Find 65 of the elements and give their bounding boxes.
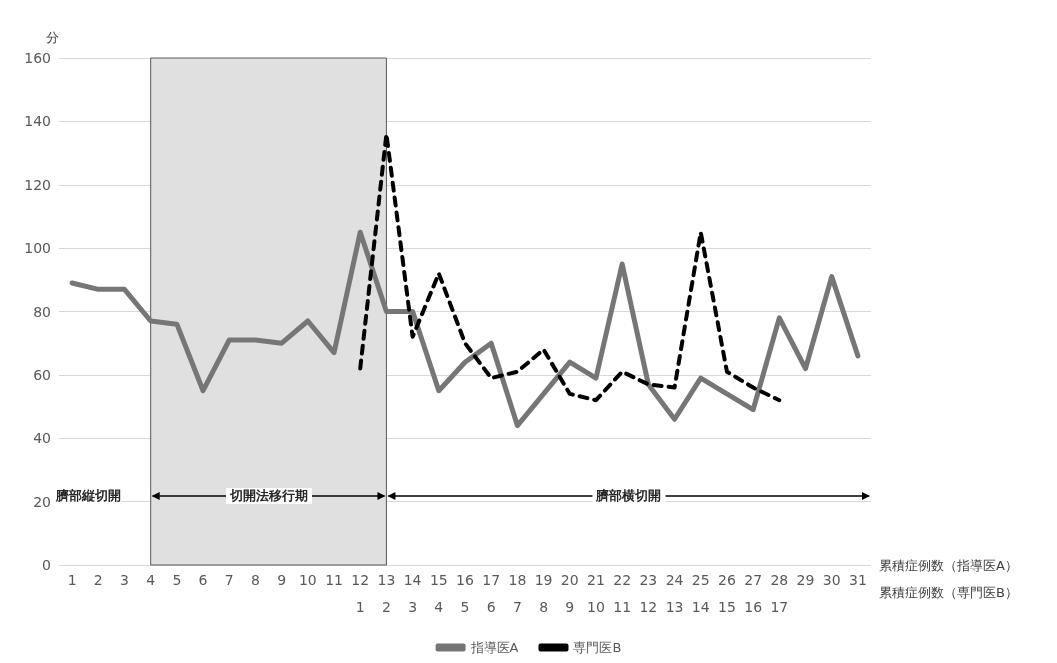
- annotation: 臍部縦切開: [56, 488, 121, 504]
- x-tick-label: 12: [351, 572, 370, 588]
- x2-tick-label: 16: [744, 599, 763, 615]
- x2-tick-label: 5: [460, 599, 470, 615]
- x2-tick-label: 2: [381, 599, 391, 615]
- x-tick-label: 7: [224, 572, 234, 588]
- x2-tick-label: 6: [486, 599, 496, 615]
- x2-tick-label: 13: [665, 599, 684, 615]
- x2-tick-label: 12: [639, 599, 658, 615]
- annotation: 切開法移行期: [225, 488, 312, 504]
- x2-tick-label: 9: [565, 599, 575, 615]
- x2-tick-label: 7: [512, 599, 522, 615]
- x-tick-label: 8: [250, 572, 260, 588]
- y-tick-label: 140: [24, 113, 51, 130]
- x2-axis-title: 累積症例数（専門医B）: [879, 584, 1018, 600]
- x-tick-label: 31: [848, 572, 867, 588]
- x2-tick-label: 15: [718, 599, 736, 615]
- x-tick-label: 4: [146, 572, 156, 588]
- y-tick-label: 60: [33, 366, 51, 383]
- x-tick-label: 17: [482, 572, 501, 588]
- x-tick-label: 22: [613, 572, 632, 588]
- x-tick-label: 11: [325, 572, 343, 588]
- x2-tick-label: 8: [539, 599, 549, 615]
- x2-tick-label: 1: [355, 599, 365, 615]
- legend-label: 指導医A: [469, 640, 519, 655]
- x-tick-label: 6: [198, 572, 208, 588]
- x-tick-label: 27: [744, 572, 763, 588]
- x-tick-label: 20: [560, 572, 579, 588]
- y-tick-label: 100: [24, 240, 51, 257]
- y-tick-label: 120: [24, 176, 51, 193]
- x-tick-label: 26: [718, 572, 736, 588]
- x-tick-label: 16: [456, 572, 474, 588]
- x2-tick-label: 4: [434, 599, 444, 615]
- x-tick-label: 30: [822, 572, 841, 588]
- x2-tick-label: 3: [408, 599, 418, 615]
- y-tick-label: 160: [24, 50, 51, 66]
- x-tick-label: 21: [587, 572, 605, 588]
- x-axis-title: 累積症例数（指導医A）: [879, 557, 1018, 573]
- x-tick-label: 14: [403, 572, 422, 588]
- y-tick-label: 80: [33, 303, 51, 320]
- y-tick-label: 20: [33, 493, 51, 510]
- x-tick-label: 15: [429, 572, 448, 588]
- x-tick-label: 13: [377, 572, 396, 588]
- x-tick-label: 5: [172, 572, 182, 588]
- x-tick-label: 10: [298, 572, 317, 588]
- x2-tick-label: 10: [587, 599, 605, 615]
- x-tick-label: 24: [665, 572, 684, 588]
- x-tick-label: 28: [770, 572, 789, 588]
- x-tick-label: 18: [508, 572, 527, 588]
- x-tick-label: 29: [796, 572, 815, 588]
- x-tick-label: 25: [691, 572, 710, 588]
- y-tick-label: 0: [42, 557, 51, 573]
- x-tick-label: 23: [639, 572, 658, 588]
- annotation: 臍部横切開: [592, 488, 666, 504]
- x-tick-label: 1: [67, 572, 77, 588]
- x-tick-label: 9: [277, 572, 287, 588]
- x2-tick-label: 14: [691, 599, 710, 615]
- x2-tick-label: 17: [770, 599, 789, 615]
- y-axis-title: 分: [46, 30, 59, 45]
- x-tick-label: 19: [534, 572, 553, 588]
- y-tick-label: 40: [33, 430, 51, 447]
- x-tick-label: 3: [120, 572, 129, 588]
- legend-label: 専門医B: [573, 640, 622, 655]
- x-tick-label: 2: [93, 572, 103, 588]
- x2-tick-label: 11: [613, 599, 632, 615]
